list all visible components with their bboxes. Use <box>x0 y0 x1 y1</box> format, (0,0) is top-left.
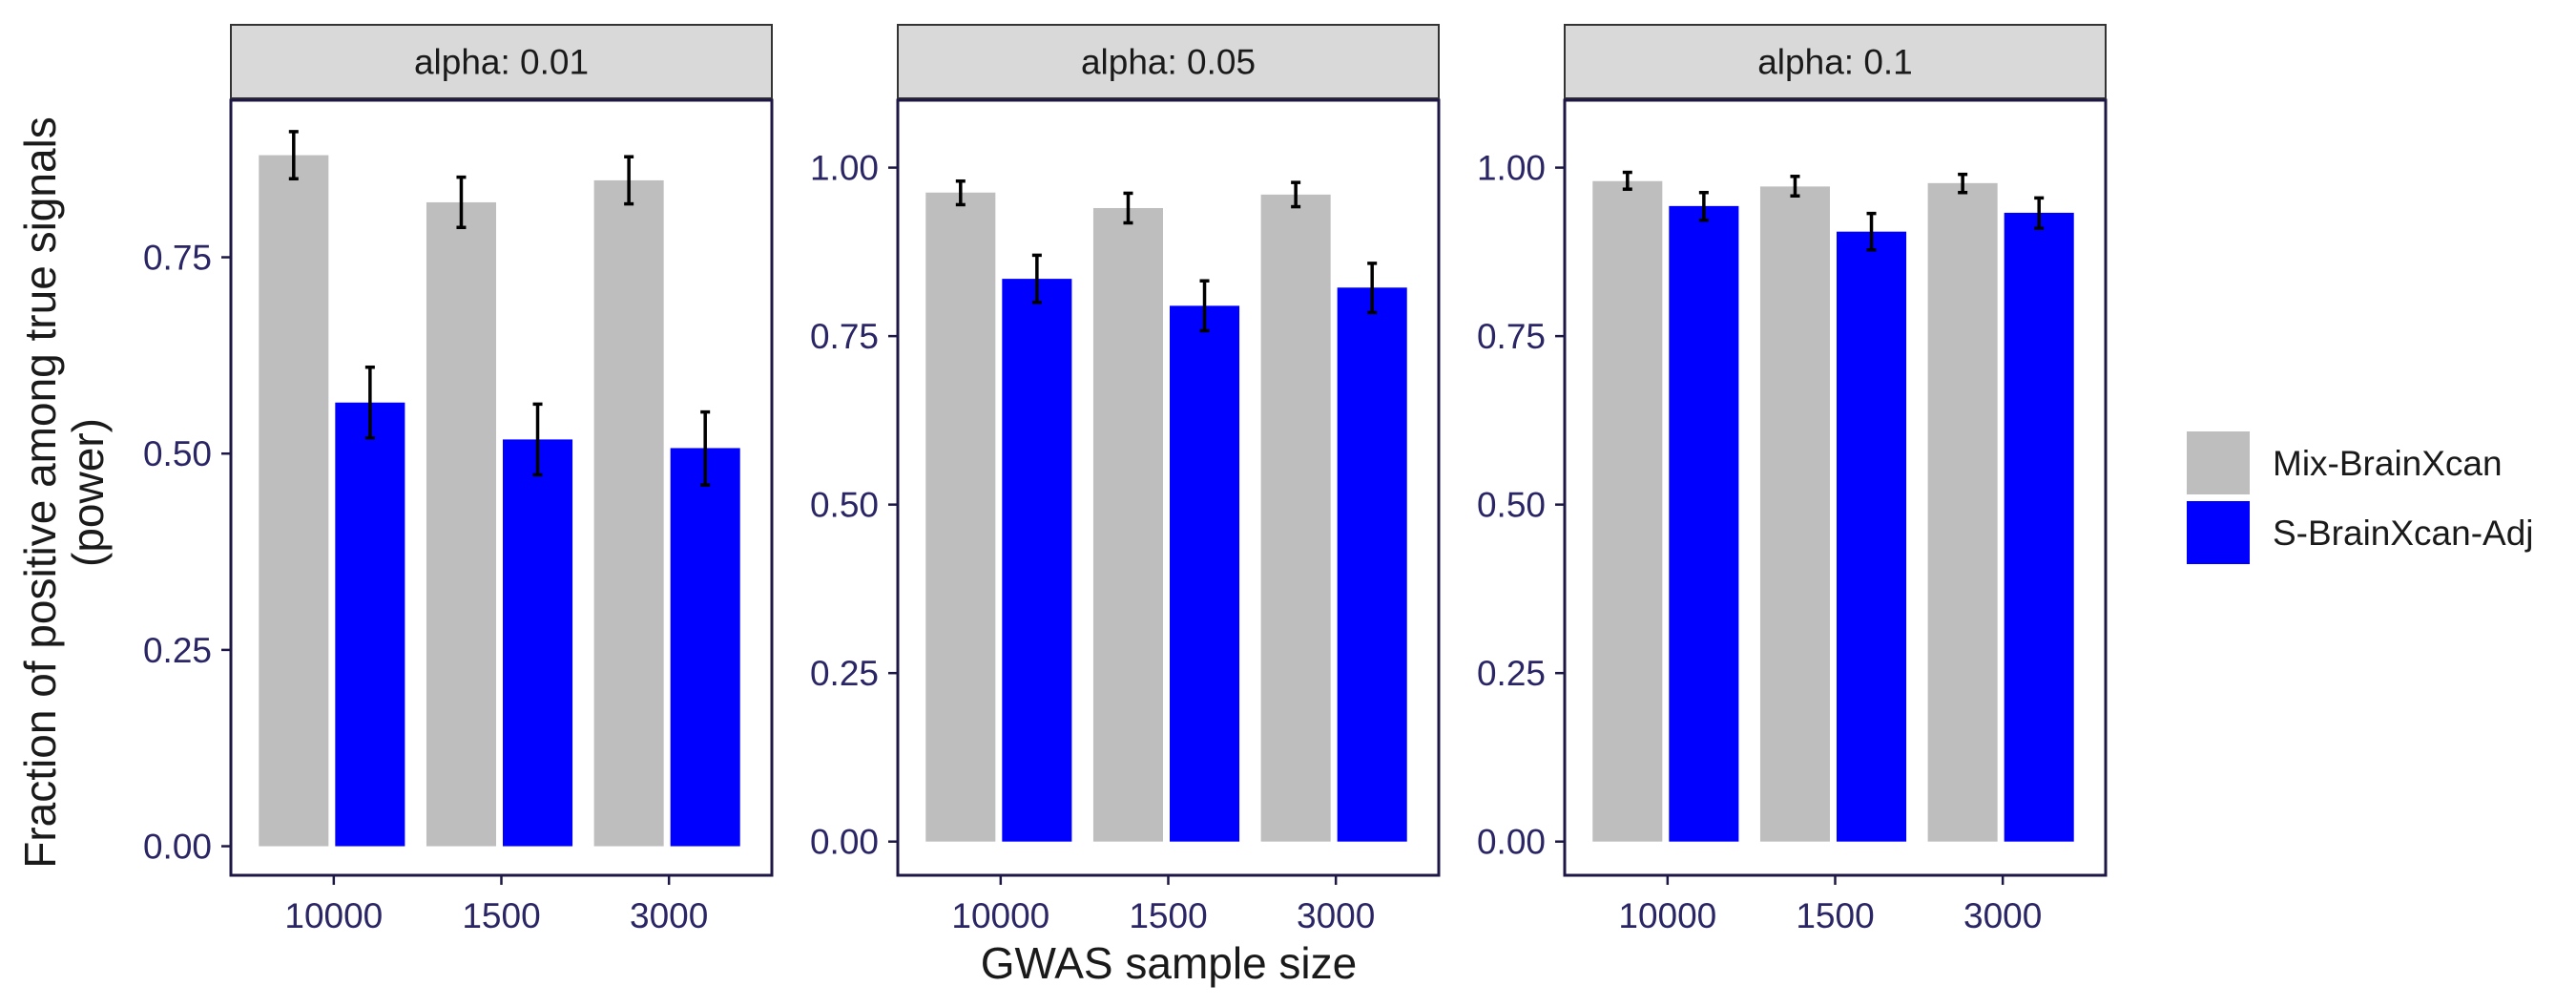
bar-mix-brainxcan-3000 <box>593 179 664 847</box>
bar-s-brainxcan-adj-3000 <box>2004 212 2074 842</box>
y-tick-label: 0.50 <box>810 486 879 525</box>
y-tick-label: 1.00 <box>810 149 879 188</box>
bar-mix-brainxcan-3000 <box>1927 182 1998 842</box>
y-tick-label: 0.00 <box>143 828 212 867</box>
y-tick-label: 0.75 <box>143 239 212 278</box>
y-tick-label: 0.00 <box>1477 823 1546 862</box>
bar-s-brainxcan-adj-1500 <box>1837 231 1907 842</box>
y-tick-label: 0.25 <box>1477 654 1546 693</box>
legend: Mix-BrainXcan S-BrainXcan-Adj <box>2187 431 2534 564</box>
facet-strip-label: alpha: 0.05 <box>1081 43 1256 82</box>
legend-label-s-brainxcan-adj: S-BrainXcan-Adj <box>2273 514 2534 553</box>
bar-mix-brainxcan-10000 <box>925 192 996 842</box>
x-axis-title: GWAS sample size <box>981 938 1358 988</box>
bar-mix-brainxcan-1500 <box>426 201 496 847</box>
bar-s-brainxcan-adj-10000 <box>1669 205 1739 842</box>
panel-border <box>896 98 1441 877</box>
bar-s-brainxcan-adj-3000 <box>670 448 740 847</box>
legend-label-mix-brainxcan: Mix-BrainXcan <box>2273 444 2503 483</box>
x-tick-label: 1500 <box>1129 896 1207 935</box>
bar-s-brainxcan-adj-3000 <box>1337 287 1407 842</box>
bar-mix-brainxcan-10000 <box>1592 180 1663 842</box>
y-tick-label: 0.25 <box>810 654 879 693</box>
bar-s-brainxcan-adj-1500 <box>1170 305 1240 842</box>
x-tick-label: 3000 <box>1297 896 1375 935</box>
bar-s-brainxcan-adj-1500 <box>503 439 573 847</box>
facet-strip <box>897 24 1440 99</box>
panel-1: alpha: 0.05 10000 1500 3000 0.00 0.25 0.50 0.75… <box>810 24 1441 935</box>
x-tick-label: 10000 <box>1618 896 1716 935</box>
x-tick-label: 3000 <box>1963 896 2042 935</box>
facet-strip-label: alpha: 0.01 <box>414 43 589 82</box>
bar-mix-brainxcan-1500 <box>1759 186 1830 842</box>
facet-strip-label: alpha: 0.1 <box>1757 43 1913 82</box>
bar-s-brainxcan-adj-10000 <box>335 402 405 847</box>
bar-mix-brainxcan-10000 <box>259 155 329 847</box>
panel-border <box>1563 98 2108 877</box>
y-tick-label: 0.25 <box>143 631 212 670</box>
x-tick-label: 1500 <box>1796 896 1874 935</box>
y-tick-label: 1.00 <box>1477 149 1546 188</box>
panel-0: alpha: 0.01 10000 1500 3000 0.00 0.25 0.50 0.75 <box>143 24 774 935</box>
legend-key-s-brainxcan-adj <box>2187 501 2250 564</box>
x-tick-label: 10000 <box>284 896 383 935</box>
y-tick-label: 0.50 <box>1477 486 1546 525</box>
y-axis-title-line-1: Fraction of positive among true signals <box>15 116 65 869</box>
facet-strip <box>1564 24 2107 99</box>
facet-strip <box>230 24 773 99</box>
x-tick-label: 10000 <box>951 896 1049 935</box>
bar-mix-brainxcan-1500 <box>1092 207 1163 842</box>
y-tick-label: 0.75 <box>1477 317 1546 356</box>
bar-s-brainxcan-adj-10000 <box>1002 279 1072 842</box>
y-tick-label: 0.50 <box>143 434 212 473</box>
panel-border <box>229 98 774 877</box>
y-axis-title: Fraction of positive among true signals(… <box>15 116 113 869</box>
y-axis-title-line-2: (power) <box>63 418 113 567</box>
y-tick-label: 0.75 <box>810 317 879 356</box>
x-tick-label: 1500 <box>462 896 540 935</box>
legend-key-mix-brainxcan <box>2187 431 2250 494</box>
x-tick-label: 3000 <box>630 896 708 935</box>
bar-mix-brainxcan-3000 <box>1260 194 1331 842</box>
panel-2: alpha: 0.1 10000 1500 3000 0.00 0.25 0.50 0.75 1… <box>1477 24 2108 935</box>
y-tick-label: 0.00 <box>810 823 879 862</box>
